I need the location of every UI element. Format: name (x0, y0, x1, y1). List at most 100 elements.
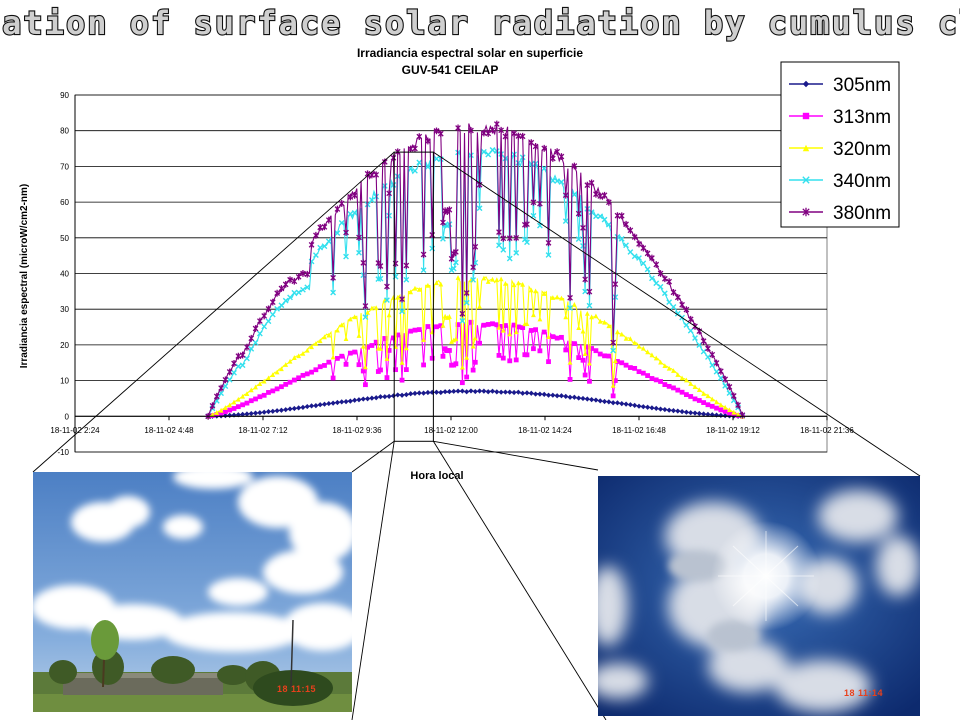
series-point (363, 364, 368, 370)
series-point (500, 247, 507, 253)
zoom-window-box (393, 151, 434, 442)
series-point (446, 206, 453, 214)
series-point (447, 348, 452, 353)
series-point (296, 375, 302, 381)
series-point (520, 281, 526, 287)
series-point (666, 299, 673, 306)
series-point (373, 171, 380, 179)
series-point (571, 341, 577, 347)
connector-line (433, 440, 599, 471)
series-point (589, 314, 595, 320)
series-point (403, 367, 409, 373)
series-point (705, 393, 711, 399)
series-point (524, 352, 530, 358)
series-point (265, 318, 272, 325)
series-point (304, 284, 311, 291)
series-point (476, 205, 483, 212)
series-point (334, 205, 341, 213)
series-point (683, 306, 690, 314)
series-point (296, 405, 302, 411)
series-point (580, 328, 586, 334)
x-tick-label: 18-11-02 7:12 (238, 426, 288, 435)
series-point (537, 316, 543, 322)
series-point (282, 281, 289, 288)
series-point (453, 259, 459, 266)
series-point (261, 312, 268, 320)
series-point (666, 407, 672, 413)
series-point (287, 406, 293, 412)
series-point (231, 399, 237, 405)
series-point (612, 378, 618, 384)
series-point (356, 249, 362, 256)
series-point (584, 310, 590, 316)
series-point (287, 294, 293, 301)
series-point (701, 391, 707, 396)
series-point (408, 328, 414, 334)
series-point (558, 179, 565, 185)
series-point (722, 413, 728, 419)
series-point (481, 275, 487, 281)
series-point (343, 361, 349, 367)
series-point (496, 324, 502, 330)
series-point (563, 314, 569, 320)
series-point (334, 230, 341, 237)
series-point (683, 377, 689, 383)
series-point (730, 392, 737, 400)
series-point (352, 314, 358, 320)
x-tick-label: 18-11-02 16:48 (612, 426, 666, 435)
series-point (274, 369, 280, 375)
series-point (339, 322, 345, 328)
series-point (261, 378, 267, 384)
series-point (692, 396, 698, 402)
series-point (369, 395, 375, 401)
series-point (308, 241, 315, 249)
series-point (477, 340, 482, 346)
series-point (421, 362, 426, 368)
series-point (451, 337, 457, 343)
series-point (593, 190, 599, 198)
series-point (571, 302, 577, 307)
series-point (546, 334, 551, 340)
chart-title: Irradiancia espectral solar en superfici… (357, 46, 583, 60)
series-point (343, 229, 349, 236)
callout-lines (32, 151, 921, 720)
y-tick-label: 70 (60, 162, 69, 171)
series-point (722, 375, 729, 383)
series-point (666, 278, 673, 285)
series-point (623, 242, 629, 249)
series-point (500, 234, 507, 242)
series-point (390, 154, 397, 162)
series-point (582, 351, 588, 357)
series-point (362, 302, 369, 310)
series-point (347, 398, 353, 404)
y-tick-label: 40 (60, 270, 69, 279)
series-point (463, 299, 470, 306)
series-point (481, 148, 487, 155)
series-point (440, 219, 446, 226)
series-point (717, 367, 724, 375)
series-point (610, 347, 617, 354)
series-point (240, 402, 246, 408)
series-point (644, 249, 651, 257)
series-point (412, 390, 418, 396)
series-point (593, 348, 599, 354)
series-point (507, 358, 513, 364)
series-point (339, 353, 345, 359)
series-point (619, 401, 625, 407)
series-point (296, 353, 302, 359)
series-point (541, 329, 547, 335)
series-point (266, 390, 271, 395)
series-point (511, 322, 517, 328)
series-point (226, 368, 233, 376)
series-point (558, 393, 565, 399)
series-point (360, 368, 366, 374)
series-point (623, 362, 629, 368)
series-point (489, 388, 496, 394)
series-point (726, 383, 733, 391)
series-point (287, 379, 293, 385)
series-point (459, 310, 466, 318)
series-point (459, 380, 465, 386)
series-point (321, 223, 328, 231)
series-point (365, 344, 370, 350)
series-point (675, 387, 681, 393)
